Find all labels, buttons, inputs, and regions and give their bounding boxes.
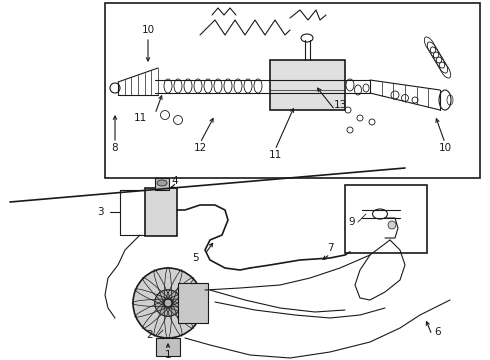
Text: 3: 3 <box>97 207 103 217</box>
Bar <box>345 185 427 253</box>
Bar <box>105 3 480 178</box>
Text: 8: 8 <box>112 143 118 153</box>
Text: 10: 10 <box>439 143 452 153</box>
Ellipse shape <box>157 180 167 186</box>
Text: 7: 7 <box>327 243 333 253</box>
Text: 9: 9 <box>349 217 355 227</box>
Text: 6: 6 <box>435 327 441 337</box>
Text: 12: 12 <box>194 143 207 153</box>
Circle shape <box>133 268 203 338</box>
Bar <box>178 283 208 323</box>
Bar <box>155 178 169 190</box>
Text: 4: 4 <box>172 176 178 186</box>
Bar <box>270 60 345 110</box>
Text: 11: 11 <box>133 113 147 123</box>
Bar <box>145 188 177 236</box>
Text: 2: 2 <box>147 330 153 340</box>
Text: 13: 13 <box>333 100 346 110</box>
Ellipse shape <box>388 221 396 229</box>
Circle shape <box>155 290 181 316</box>
Text: 10: 10 <box>142 25 154 35</box>
Bar <box>156 338 180 356</box>
Text: 5: 5 <box>192 253 198 263</box>
Text: 1: 1 <box>165 350 172 360</box>
Text: 11: 11 <box>269 150 282 160</box>
